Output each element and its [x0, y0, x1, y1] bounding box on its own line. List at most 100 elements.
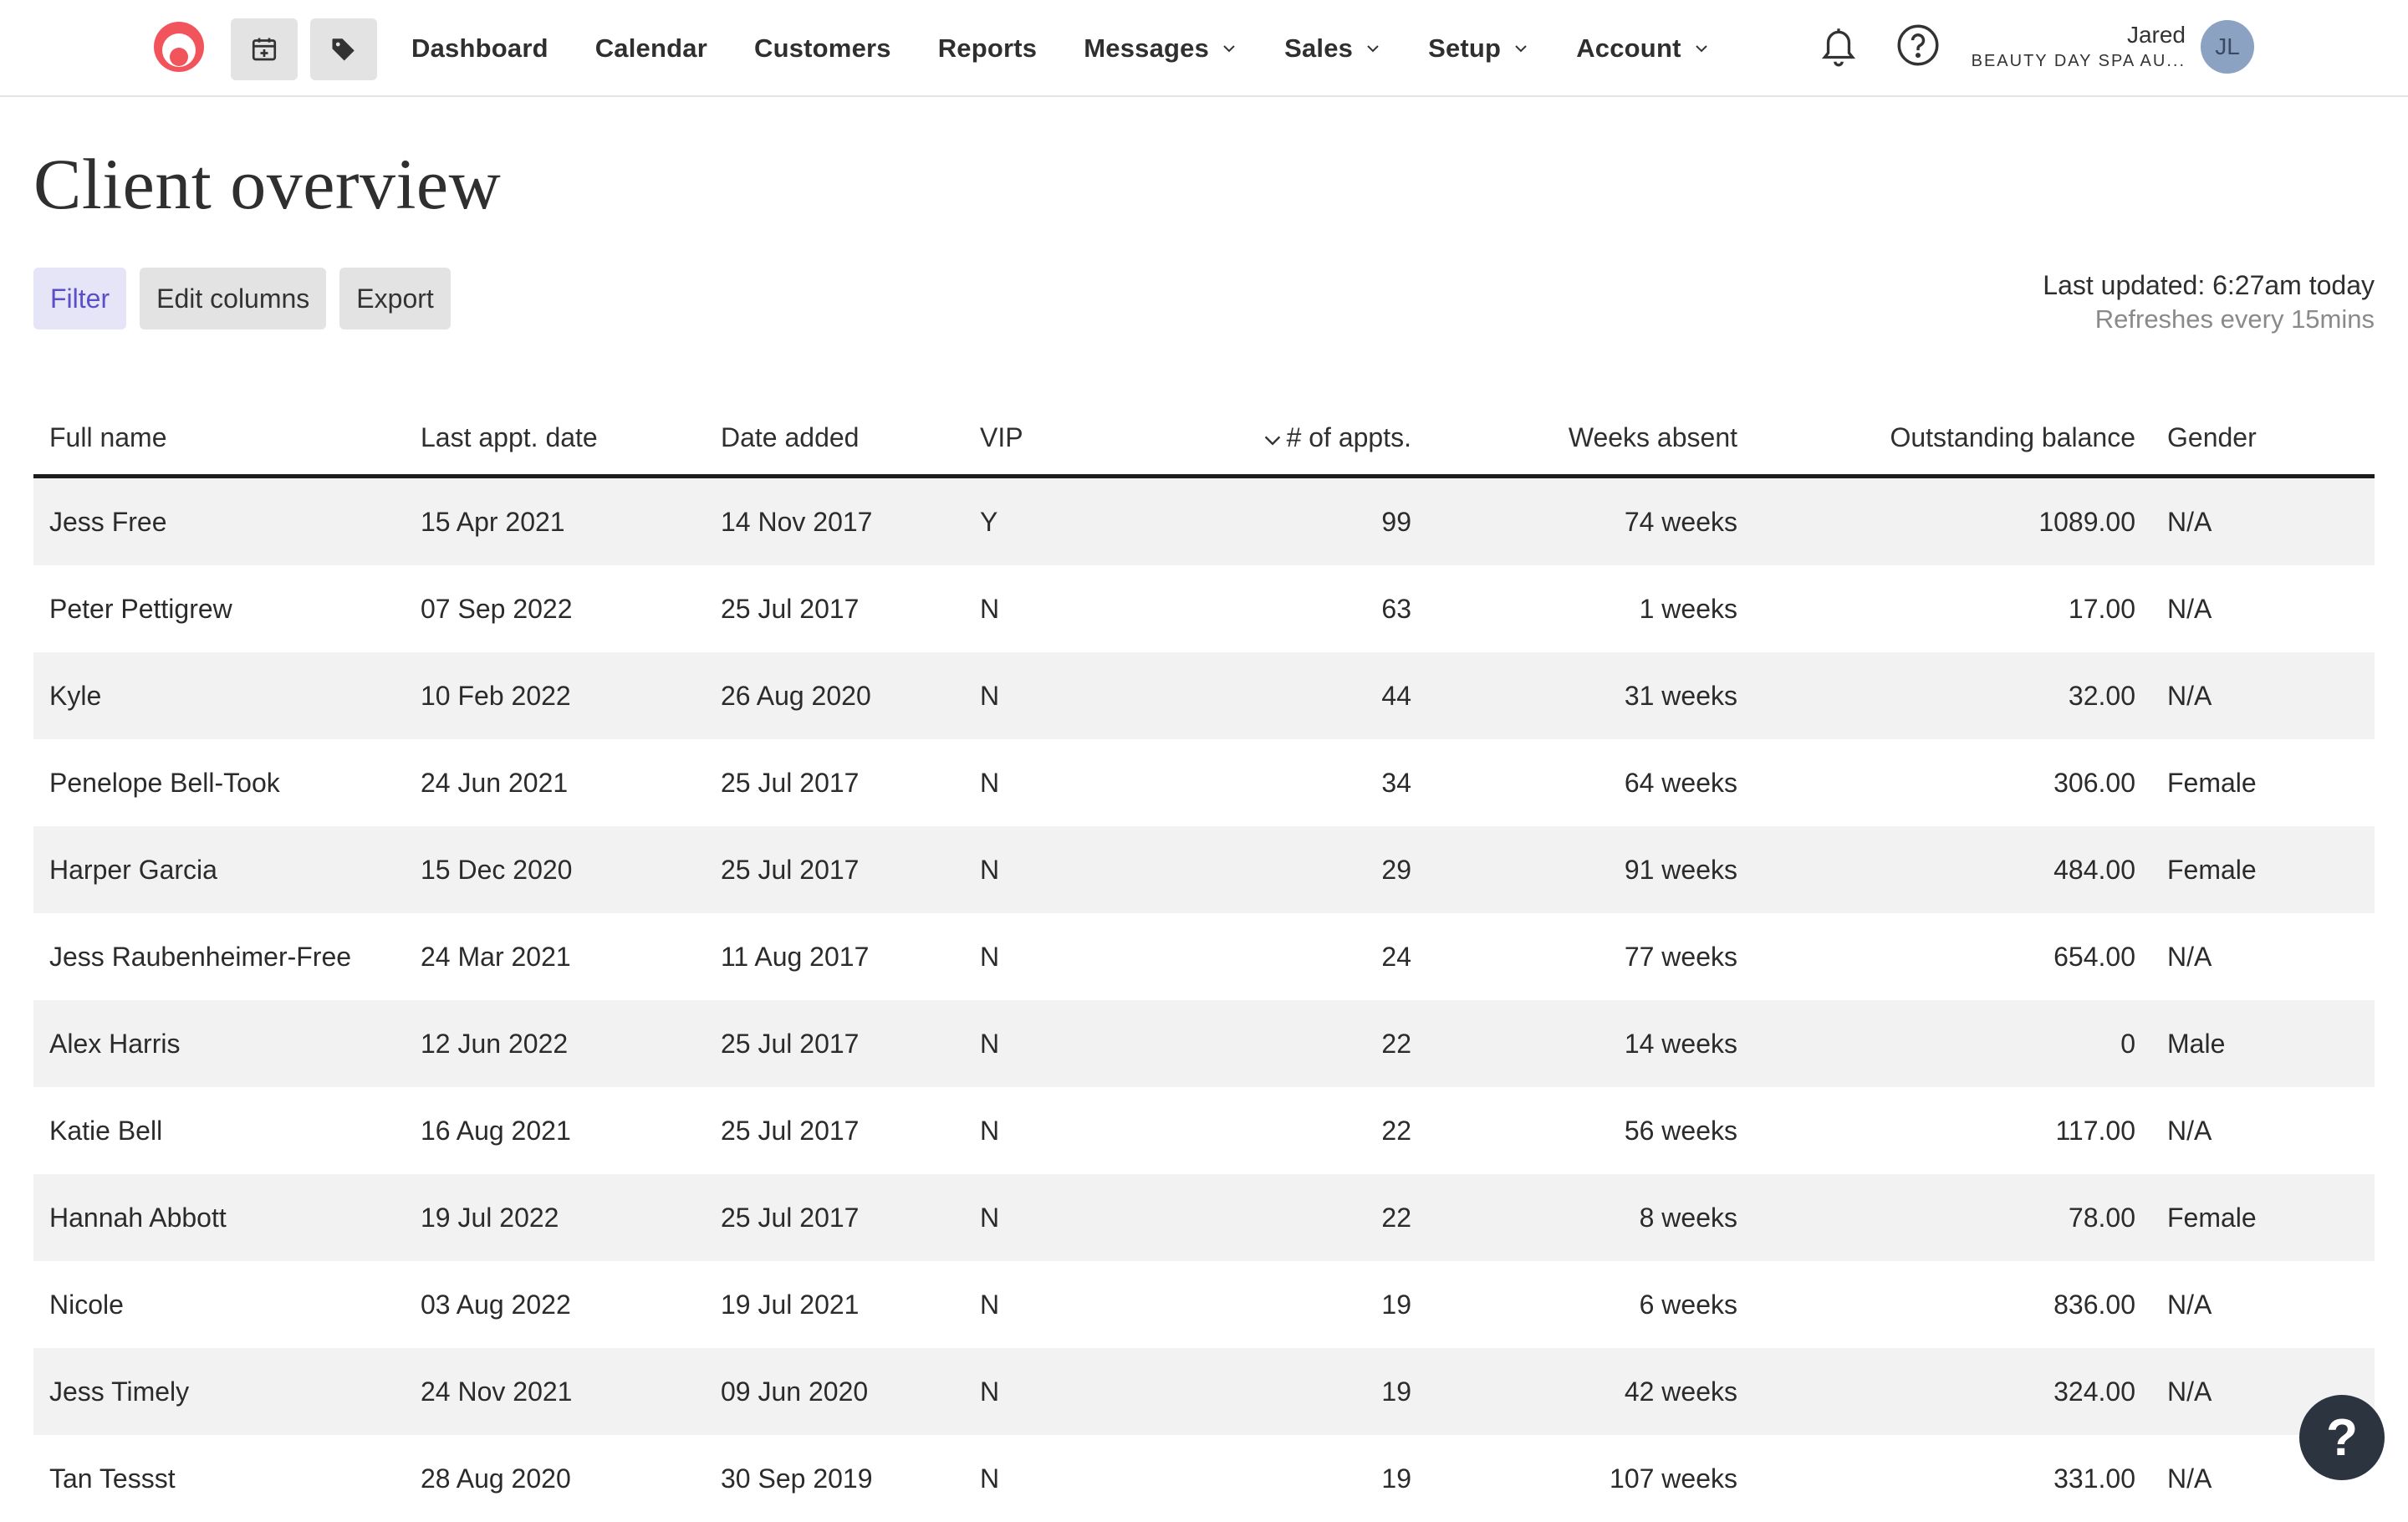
cell-appts: 99 — [1381, 507, 1411, 537]
cell-date-added: 09 Jun 2020 — [721, 1376, 869, 1407]
cell-appts: 22 — [1381, 1203, 1411, 1233]
cell-balance: 654.00 — [2053, 942, 2135, 972]
new-appointment-button[interactable] — [231, 18, 298, 80]
cell-gender: Female — [2167, 855, 2257, 885]
cell-appts: 22 — [1381, 1116, 1411, 1146]
chevron-down-icon — [1695, 45, 1707, 53]
cell-balance: 484.00 — [2053, 855, 2135, 885]
top-navigation: Dashboard Calendar Customers Reports Mes… — [0, 0, 2408, 97]
cell-weeks-absent: 56 weeks — [1624, 1116, 1737, 1146]
cell-weeks-absent: 107 weeks — [1610, 1463, 1737, 1494]
table-row[interactable]: Jess Raubenheimer-Free 24 Mar 2021 11 Aug … — [33, 913, 2375, 1000]
cell-last-appt: 15 Dec 2020 — [421, 855, 573, 885]
cell-full-name: Kyle — [49, 681, 102, 711]
table-row[interactable]: Penelope Bell-Took 24 Jun 2021 25 Jul 2017… — [33, 739, 2375, 826]
new-sale-button[interactable] — [310, 18, 377, 80]
cell-last-appt: 24 Jun 2021 — [421, 768, 569, 798]
cell-last-appt: 16 Aug 2021 — [421, 1116, 571, 1146]
cell-gender: Male — [2167, 1029, 2226, 1059]
table-row[interactable]: Harper Garcia 15 Dec 2020 25 Jul 2017 N 29 91… — [33, 826, 2375, 913]
nav-account[interactable]: Account — [1576, 33, 1709, 64]
cell-vip: N — [980, 1116, 1000, 1146]
cell-balance: 78.00 — [2068, 1203, 2135, 1233]
cell-gender: N/A — [2167, 942, 2212, 972]
cell-date-added: 25 Jul 2017 — [721, 594, 860, 624]
cell-weeks-absent: 1 weeks — [1639, 594, 1737, 624]
column-header-last-appt[interactable]: Last appt. date — [421, 422, 598, 452]
user-menu[interactable]: Jared BEAUTY DAY SPA AU... — [1972, 20, 2186, 72]
edit-columns-button[interactable]: Edit columns — [140, 268, 327, 329]
cell-weeks-absent: 31 weeks — [1624, 681, 1737, 711]
cell-weeks-absent: 64 weeks — [1624, 768, 1737, 798]
nav-calendar[interactable]: Calendar — [594, 33, 707, 63]
nav-setup[interactable]: Setup — [1428, 33, 1529, 64]
cell-balance: 117.00 — [2055, 1116, 2136, 1146]
cell-weeks-absent: 6 weeks — [1639, 1290, 1737, 1320]
column-header-vip[interactable]: VIP — [980, 422, 1023, 452]
cell-gender: N/A — [2167, 1290, 2212, 1320]
cell-gender: Female — [2167, 1203, 2257, 1233]
cell-full-name: Penelope Bell-Took — [49, 768, 280, 798]
cell-full-name: Jess Free — [49, 507, 167, 537]
table-row[interactable]: Katie Bell 16 Aug 2021 25 Jul 2017 N 22 56 we… — [33, 1087, 2375, 1174]
user-name: Jared — [2126, 22, 2186, 48]
table-row[interactable]: Alex Harris 12 Jun 2022 25 Jul 2017 N 22 14 w… — [33, 1000, 2375, 1087]
nav-dashboard[interactable]: Dashboard — [411, 33, 548, 63]
cell-last-appt: 28 Aug 2020 — [421, 1463, 571, 1494]
table-row[interactable]: Jess Free 15 Apr 2021 14 Nov 2017 Y 99 74 wee… — [33, 478, 2375, 565]
column-header-date-added[interactable]: Date added — [721, 422, 860, 452]
column-header-outstanding-balance[interactable]: Outstanding balance — [1890, 422, 2135, 452]
table-row[interactable]: Peter Pettigrew 07 Sep 2022 25 Jul 2017 N 63… — [33, 565, 2375, 652]
calendar-plus-icon — [252, 38, 277, 61]
chevron-down-icon — [1515, 45, 1527, 53]
page-title: Client overview — [33, 144, 502, 224]
cell-date-added: 11 Aug 2017 — [721, 942, 870, 972]
cell-appts: 29 — [1381, 855, 1411, 885]
cell-appts: 19 — [1381, 1376, 1411, 1407]
nav-customers[interactable]: Customers — [753, 33, 891, 63]
cell-balance: 32.00 — [2068, 681, 2135, 711]
table-row[interactable]: Nicole 03 Aug 2022 19 Jul 2021 N 19 6 weeks 83… — [33, 1261, 2375, 1348]
table-row[interactable]: Jess Timely 24 Nov 2021 09 Jun 2020 N 19 42 w… — [33, 1348, 2375, 1435]
nav-reports[interactable]: Reports — [937, 33, 1038, 63]
cell-balance: 0 — [2120, 1029, 2135, 1059]
sort-descending-icon[interactable] — [1263, 430, 1283, 450]
table-row[interactable]: Hannah Abbott 19 Jul 2022 25 Jul 2017 N 22 8 … — [33, 1174, 2375, 1261]
cell-full-name: Katie Bell — [49, 1116, 163, 1146]
cell-last-appt: 15 Apr 2021 — [421, 507, 565, 537]
column-header-gender[interactable]: Gender — [2167, 422, 2257, 452]
cell-gender: N/A — [2167, 681, 2212, 711]
cell-vip: N — [980, 855, 1000, 885]
cell-date-added: 19 Jul 2021 — [721, 1290, 860, 1320]
export-button[interactable]: Export — [339, 268, 451, 329]
help-chat-button[interactable]: ? — [2299, 1395, 2385, 1480]
bell-icon[interactable] — [1818, 23, 1860, 69]
cell-appts: 44 — [1381, 681, 1411, 711]
cell-gender: N/A — [2167, 594, 2212, 624]
refresh-interval-text: Refreshes every 15mins — [2094, 304, 2375, 334]
help-circle-icon[interactable] — [1896, 23, 1940, 67]
cell-appts: 34 — [1381, 768, 1411, 798]
report-toolbar: Filter Edit columns Export — [33, 268, 464, 329]
nav-messages[interactable]: Messages — [1084, 33, 1237, 64]
cell-date-added: 25 Jul 2017 — [721, 768, 860, 798]
brand-logo-icon[interactable] — [152, 20, 206, 74]
cell-appts: 22 — [1381, 1029, 1411, 1059]
cell-date-added: 14 Nov 2017 — [721, 507, 873, 537]
filter-button[interactable]: Filter — [33, 268, 127, 329]
cell-vip: N — [980, 1376, 1000, 1407]
cell-appts: 24 — [1381, 942, 1411, 972]
cell-full-name: Nicole — [49, 1290, 124, 1320]
column-header-weeks-absent[interactable]: Weeks absent — [1568, 422, 1737, 452]
table-body: Jess Free 15 Apr 2021 14 Nov 2017 Y 99 74 wee… — [33, 478, 2375, 1522]
chevron-down-icon — [1223, 45, 1235, 53]
column-header-full-name[interactable]: Full name — [49, 422, 167, 452]
nav-sales[interactable]: Sales — [1284, 33, 1381, 64]
cell-full-name: Peter Pettigrew — [49, 594, 232, 624]
table-row[interactable]: Kyle 10 Feb 2022 26 Aug 2020 N 44 31 weeks 32.… — [33, 652, 2375, 739]
cell-date-added: 25 Jul 2017 — [721, 855, 860, 885]
column-header-appts[interactable]: # of appts. — [1286, 422, 1411, 452]
cell-appts: 19 — [1381, 1290, 1411, 1320]
avatar[interactable]: JL — [2201, 20, 2254, 74]
table-row[interactable]: Tan Tessst 28 Aug 2020 30 Sep 2019 N 19 107 w… — [33, 1435, 2375, 1522]
